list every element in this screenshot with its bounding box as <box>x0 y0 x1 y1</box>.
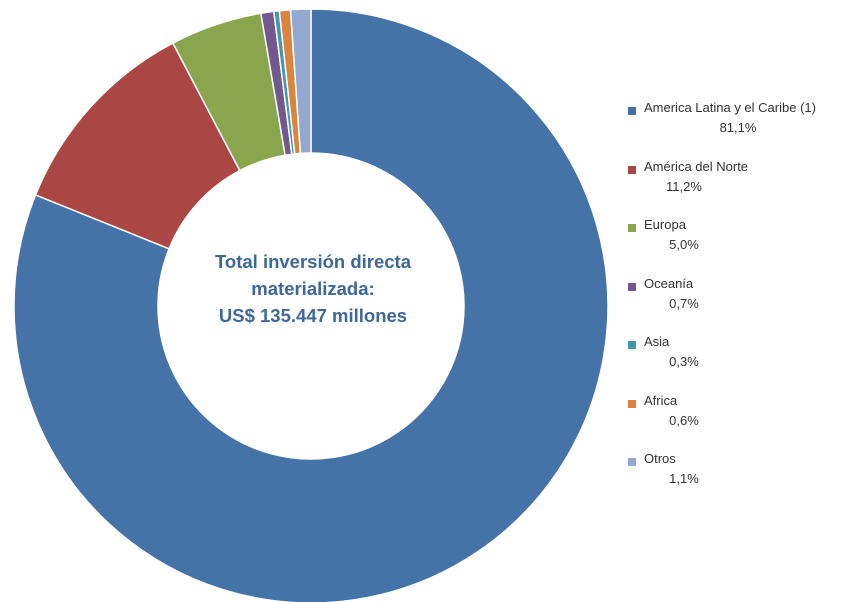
legend-label: Africa <box>644 392 678 408</box>
legend-label: Asia <box>644 334 670 349</box>
legend-swatch <box>628 224 636 232</box>
legend-label: Oceanía <box>644 275 694 291</box>
legend-swatch <box>628 399 636 408</box>
center-label-line1: Total inversión directa <box>214 251 411 272</box>
legend-swatch <box>628 341 636 349</box>
legend-item: America Latina y el Caribe (1) 81,1% <box>628 98 866 157</box>
legend-item: Otros 1,1% <box>628 449 866 508</box>
legend-value: 5,0% <box>669 237 699 252</box>
center-label-line3: US$ 135.447 millones <box>218 305 408 326</box>
legend-swatch <box>628 165 636 174</box>
legend-label: América del Norte <box>644 158 749 174</box>
legend-swatch <box>628 107 636 115</box>
chart-legend: America Latina y el Caribe (1) 81,1% Améri… <box>628 98 866 508</box>
legend-item: Europa 5,0% <box>628 215 866 274</box>
legend-value: 0,6% <box>669 412 699 428</box>
donut-slice <box>13 8 609 602</box>
center-label-line2: materializada: <box>251 278 375 299</box>
center-label: Total inversión directa materializada: U… <box>160 248 466 329</box>
legend-label: America Latina y el Caribe (1) <box>644 100 816 115</box>
legend-value: 1,1% <box>669 471 699 486</box>
donut-slices <box>13 8 609 602</box>
legend-label: Europa <box>644 217 686 232</box>
legend-item: América del Norte 11,2% <box>628 157 866 216</box>
legend-swatch <box>628 458 636 466</box>
donut-slice <box>289 8 312 155</box>
legend-swatch <box>628 282 636 291</box>
legend-value: 81,1% <box>719 120 757 135</box>
legend-label: Otros <box>644 451 676 466</box>
legend-value: 0,3% <box>669 354 699 369</box>
legend-item: Oceanía 0,7% <box>628 274 866 333</box>
legend-value: 11,2% <box>666 178 702 194</box>
legend-value: 0,7% <box>669 295 699 311</box>
legend-item: Asia 0,3% <box>628 332 866 391</box>
legend-item: Africa 0,6% <box>628 391 866 450</box>
